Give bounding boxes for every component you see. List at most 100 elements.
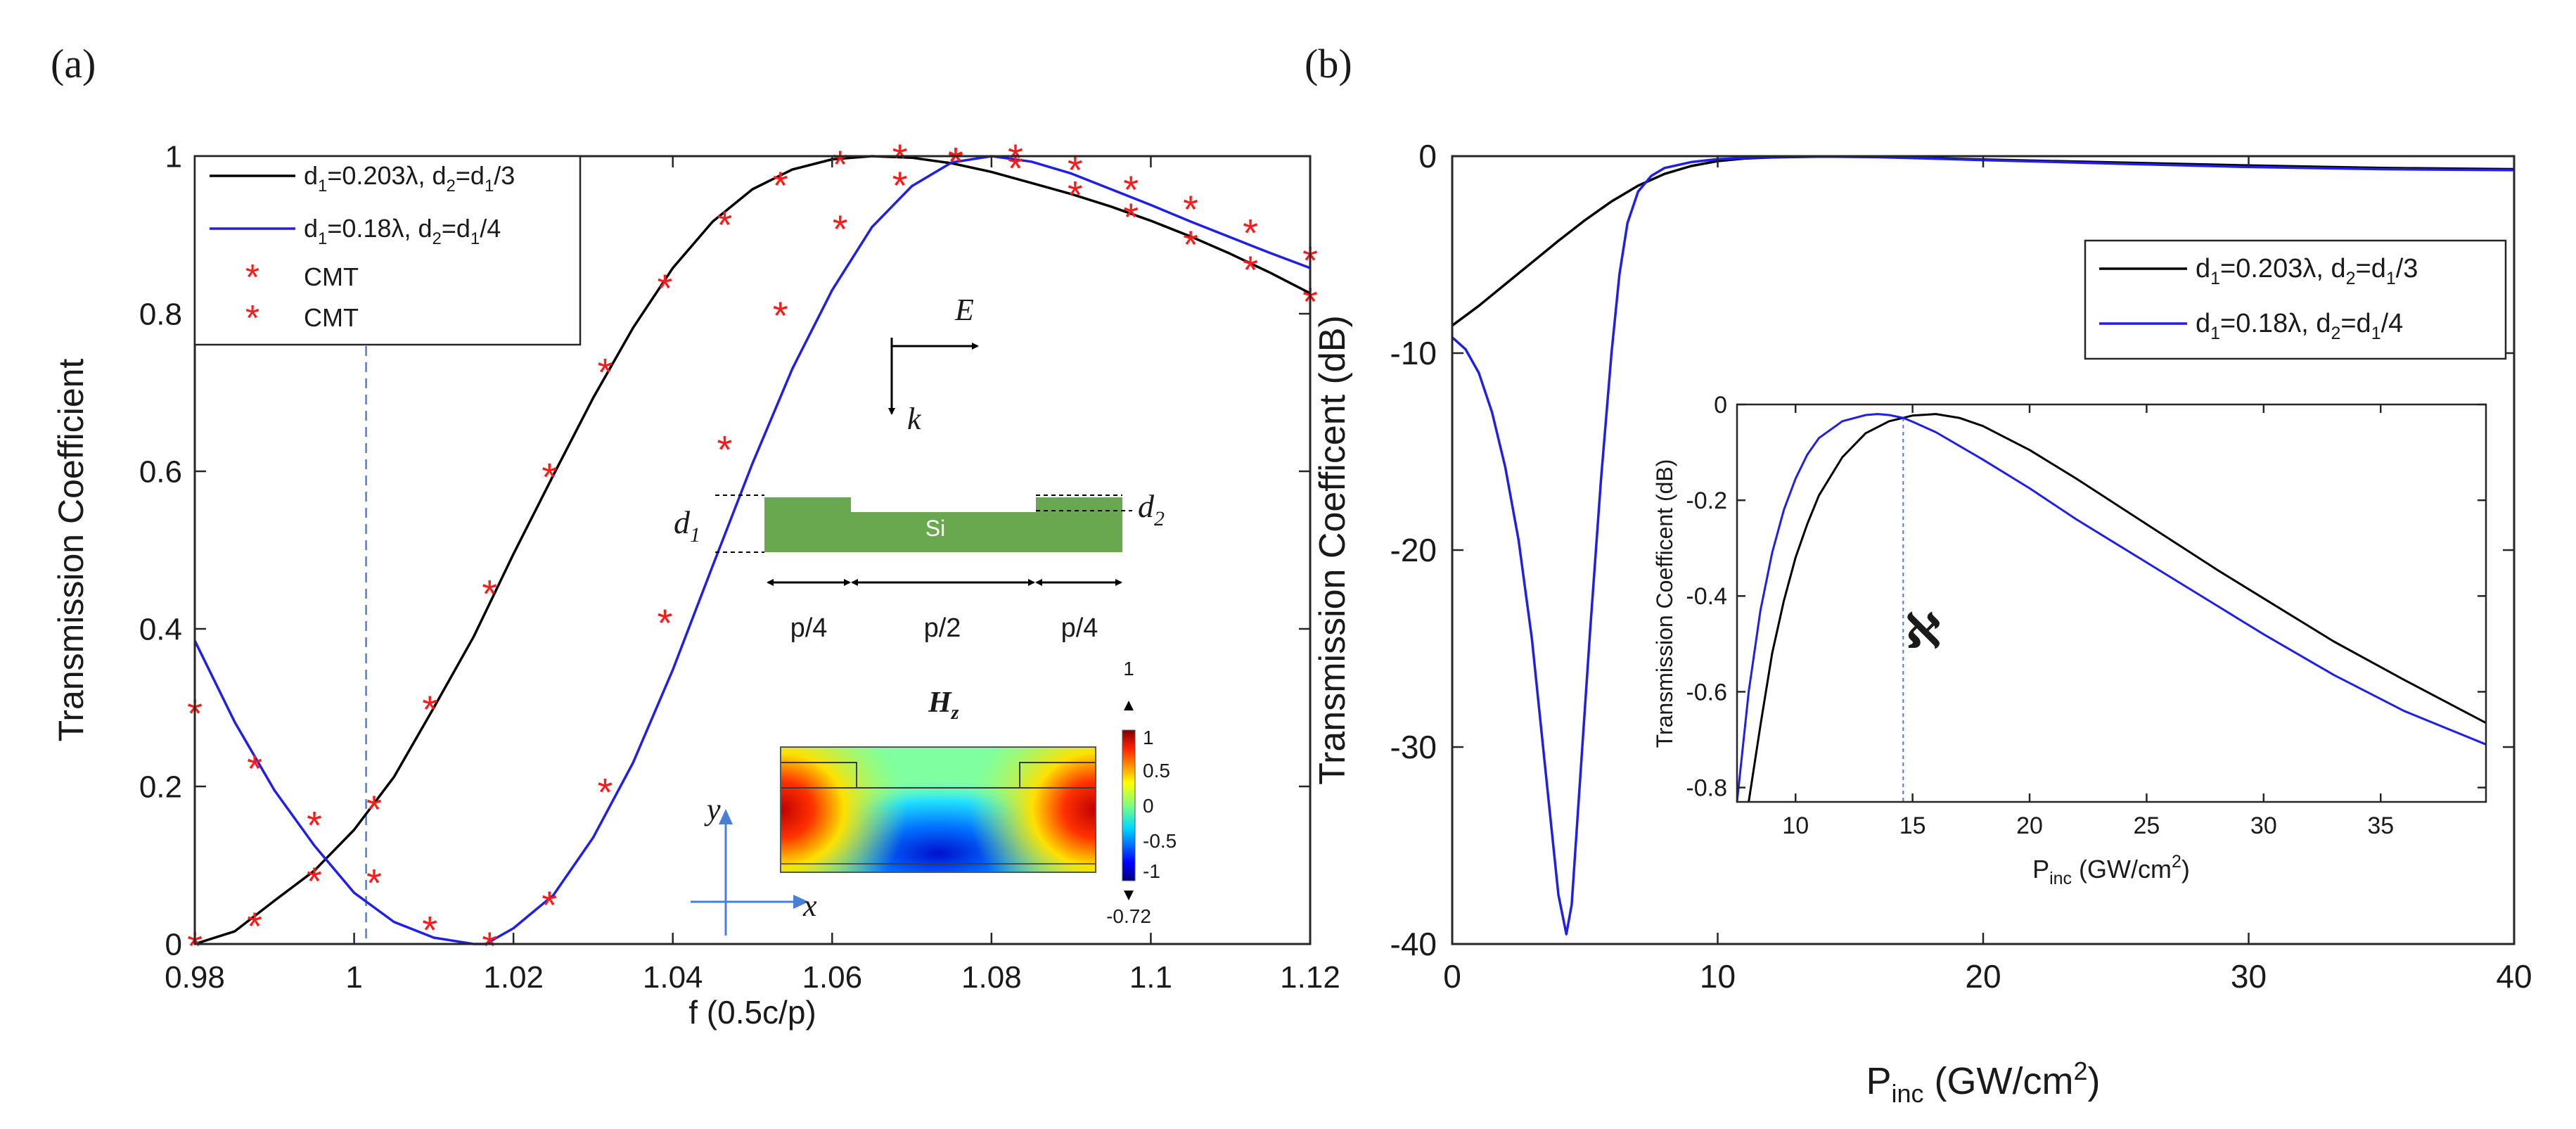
a-x-tick-label: 0.98 xyxy=(165,960,225,995)
a-x-tick-label: 1 xyxy=(345,960,362,995)
cmt-point-black: * xyxy=(542,455,557,499)
b-y-tick-label: -20 xyxy=(1390,532,1437,568)
period-label-2: p/2 xyxy=(924,613,961,643)
series-line-blue xyxy=(193,155,1311,945)
cmt-point-black: * xyxy=(892,136,908,180)
cmt-point-blue: * xyxy=(247,746,262,791)
cmt-point-black: * xyxy=(307,859,322,903)
y-axis-glyph-arrow xyxy=(719,809,733,824)
colorbar-bottom-label: -0.72 xyxy=(1106,905,1151,927)
cmt-point-blue: * xyxy=(833,207,848,251)
hz-field-map: Hz 1 1 0.5 0 -0.5 -1 -0.72 y x xyxy=(691,658,1177,936)
a-x-tick-label: 1.06 xyxy=(802,960,862,995)
y-axis-label-b: Transmission Coefficent (dB) xyxy=(1312,315,1353,785)
inset-x-axis-label: Pinc (GW/cm2) xyxy=(2032,852,2190,888)
axes-box xyxy=(193,155,1312,945)
cmt-point-blue: * xyxy=(1183,187,1198,231)
cmt-point-black: * xyxy=(657,266,672,310)
cmt-point-black: * xyxy=(422,687,437,732)
e-label: E xyxy=(954,293,974,327)
legend-marker-cmt-2: * xyxy=(245,298,259,339)
a-y-tick-label: 0.8 xyxy=(139,297,182,331)
b-x-tick-label: 0 xyxy=(1443,958,1461,995)
legend-b-entry-blue: d1=0.18λ, d2=d1/4 xyxy=(2196,309,2403,343)
y-axis-label: Transmission Coefficient xyxy=(51,359,91,742)
inset-chart: 10 15 20 25 30 35 -0.8 -0.6 -0.4 -0.2 0 ℵ Pinc (GW… xyxy=(1652,390,2500,897)
x-axis-glyph-label: x xyxy=(802,888,817,923)
colorbar xyxy=(1122,729,1136,881)
inset-x-tick-label: 35 xyxy=(2367,812,2394,839)
colorbar-tick-2: 0.5 xyxy=(1143,760,1170,782)
a-y-tick-label: 1 xyxy=(165,139,182,174)
b-x-tick-label: 20 xyxy=(1965,958,2001,995)
inset-axes-box xyxy=(1736,403,2487,803)
period-label-1: p/4 xyxy=(790,613,828,643)
inset-y-axis-label: Transmission Coefficent (dB) xyxy=(1652,459,1677,748)
b-y-tick-label: 0 xyxy=(1418,138,1437,174)
a-y-tick-label: 0.2 xyxy=(139,770,182,804)
x-axis-label-b: Pinc (GW/cm2) xyxy=(1866,1057,2100,1108)
cmt-point-blue: * xyxy=(773,293,788,338)
inset-annotation: ℵ xyxy=(1906,606,1940,658)
colorbar-tick-3: 0 xyxy=(1143,795,1154,817)
cmt-point-blue: * xyxy=(307,803,322,848)
legend: d1=0.203λ, d2=d1/3 d1=0.18λ, d2=d1/4 * C… xyxy=(193,155,582,346)
inset-background xyxy=(1660,390,2500,897)
b-x-tick-label: 30 xyxy=(2231,958,2267,995)
legend-b-entry-black: d1=0.203λ, d2=d1/3 xyxy=(2196,254,2418,288)
cmt-point-black: * xyxy=(833,142,848,186)
field-red-right xyxy=(955,747,1096,872)
chart-b: 0 10 20 30 40 -40 -30 -20 -10 0 Pinc (GW/cm2) Tra… xyxy=(1312,138,2532,1108)
cmt-point-black: * xyxy=(717,203,732,247)
unit-cell-structure: d1 d2 Si p/4 p/2 p/4 xyxy=(674,488,1165,643)
silicon-grating xyxy=(764,497,1122,552)
legend-b: d1=0.203λ, d2=d1/3 d1=0.18λ, d2=d1/4 xyxy=(2084,239,2507,360)
inset-x-tick-label: 20 xyxy=(2016,812,2043,839)
cmt-point-blue: * xyxy=(598,770,613,815)
cmt-point-black: * xyxy=(948,139,963,183)
legend-box xyxy=(193,155,582,346)
polarization-diagram: E k xyxy=(888,293,979,436)
legend-box-b xyxy=(2084,239,2507,360)
cmt-point-black: * xyxy=(187,924,203,968)
inset-y-tick-label: -0.8 xyxy=(1686,774,1727,801)
cmt-point-black: * xyxy=(1183,222,1198,267)
inset-x-tick-label: 15 xyxy=(1899,812,1926,839)
x-axis-label: f (0.5c/p) xyxy=(688,994,816,1031)
chart-a: * ********** * * * ** ********* ********* * * * ***… xyxy=(51,136,1340,1031)
cmt-point-blue: * xyxy=(1123,167,1139,212)
a-x-tick-label: 1.02 xyxy=(483,960,544,995)
inset-y-tick-label: 0 xyxy=(1714,392,1727,419)
cmt-point-blue: * xyxy=(948,140,963,184)
a-x-tick-label: 1.08 xyxy=(961,960,1022,995)
cmt-point-blue: * xyxy=(892,163,908,208)
si-label: Si xyxy=(925,516,945,541)
a-y-tick-label: 0 xyxy=(165,927,182,962)
b-y-tick-label: -40 xyxy=(1390,926,1437,962)
series-b-line-blue xyxy=(1451,155,2515,936)
series-line-black xyxy=(194,155,1311,945)
cmt-point-blue: * xyxy=(717,427,732,471)
cmt-point-black: * xyxy=(598,350,613,395)
field-frame xyxy=(780,746,1096,873)
colorbar-min-arrow xyxy=(1124,891,1134,900)
inset-x-tick-label: 25 xyxy=(2134,812,2160,839)
a-x-tick-label: 1.12 xyxy=(1280,960,1340,995)
colorbar-max-arrow xyxy=(1124,701,1134,710)
cmt-point-blue: * xyxy=(1008,136,1023,180)
panel-b-label: (b) xyxy=(1305,41,1352,87)
cmt-point-blue: * xyxy=(366,860,382,905)
inset-x-tick-label: 10 xyxy=(1782,812,1809,839)
legend-entry-cmt-2: CMT xyxy=(304,303,359,332)
colorbar-tick-1: 1 xyxy=(1143,727,1154,748)
inset-y-tick-label: -0.6 xyxy=(1686,679,1727,706)
cmt-point-blue: * xyxy=(482,924,497,968)
inset-line-blue xyxy=(1736,413,2487,803)
cmt-point-blue: * xyxy=(657,601,672,645)
cmt-point-black: * xyxy=(1123,195,1139,239)
b-y-tick-label: -30 xyxy=(1390,729,1437,765)
a-y-tick-label: 0.4 xyxy=(139,612,182,646)
legend-entry-blue: d1=0.18λ, d2=d1/4 xyxy=(304,214,501,248)
legend-marker-cmt-1: * xyxy=(245,257,259,298)
cmt-point-blue: * xyxy=(1243,210,1258,255)
